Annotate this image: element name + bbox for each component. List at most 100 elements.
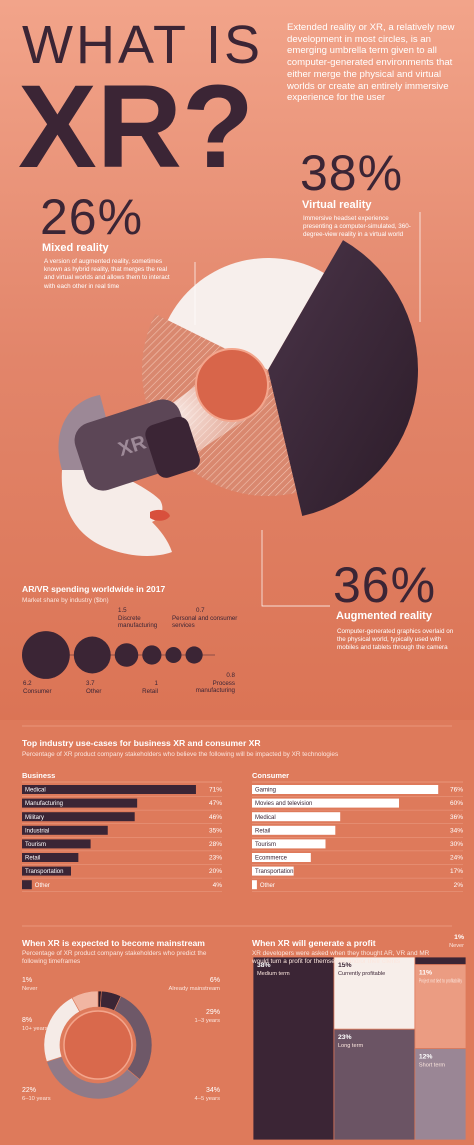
bar-label: Other (35, 883, 50, 889)
bar-label: Tourism (255, 842, 276, 848)
bar (22, 880, 32, 890)
bubble (185, 646, 203, 664)
donut-segment (71, 990, 99, 1013)
bar-value: 2% (454, 882, 464, 889)
bar-label: Manufacturing (25, 801, 63, 807)
bar (22, 825, 108, 835)
cell-label: Currently profitable (338, 971, 385, 977)
cell-value: 1% (454, 934, 464, 941)
bar-label: Retail (25, 856, 40, 862)
bar (22, 785, 196, 794)
bar (252, 798, 399, 808)
segment-label: Already mainstream (168, 986, 220, 992)
section-title: When XR will generate a profit (252, 938, 376, 948)
bar-value: 17% (450, 868, 463, 875)
connector-line (261, 530, 330, 607)
bubble-value: 0.7 (196, 607, 205, 614)
cell-value: 23% (338, 1034, 352, 1041)
pie-wedge (268, 240, 419, 517)
cell-value: 38% (257, 962, 271, 969)
bubble (165, 646, 182, 664)
section-subtitle: Market share by industry ($bn) (22, 597, 109, 604)
bubble-value: 3.7 (86, 680, 95, 687)
bubble (114, 643, 139, 667)
bar (22, 798, 138, 808)
lips (150, 509, 170, 521)
pie-wedge (167, 258, 324, 370)
bubble (142, 645, 162, 665)
cell-label: Long term (338, 1043, 364, 1049)
bubble-label: Discrete manufacturing (118, 615, 158, 630)
segment-label: 6–10 years (22, 1096, 51, 1102)
spending-chart (22, 631, 215, 679)
bar-value: 47% (209, 800, 222, 807)
share-label: 26% (40, 189, 144, 245)
bar-label: Retail (255, 828, 270, 834)
segment-value: 8% (22, 1017, 32, 1024)
bar (22, 812, 135, 822)
bar (252, 866, 294, 876)
bar (252, 880, 257, 890)
segment-value: 6% (210, 977, 220, 984)
bar-label: Other (260, 883, 275, 889)
bar-value: 20% (209, 868, 222, 875)
segment-label: 1–3 years (195, 1018, 221, 1024)
bar (22, 853, 79, 862)
bar-label: Industrial (25, 828, 49, 834)
bubble-value: 1 (154, 680, 158, 687)
bar-value: 71% (209, 787, 222, 794)
segment-value: 34% (206, 1087, 220, 1094)
bar-value: 34% (450, 827, 463, 834)
share-label: 36% (333, 557, 437, 613)
bar-value: 36% (450, 814, 463, 821)
cell-label: Project not tied to profitability (419, 979, 462, 985)
lens-ring (195, 348, 269, 422)
bar-label: Movies and television (255, 801, 312, 807)
reality-description: Immersive headset experience presenting … (303, 215, 411, 239)
section-subtitle: Percentage of XR product company stakeho… (22, 950, 207, 966)
cell-value: 15% (338, 962, 352, 969)
cell-label: Never (449, 943, 464, 949)
treemap-cell (333, 956, 416, 1030)
face (61, 470, 172, 556)
bubble (22, 631, 70, 679)
intro-text: Extended reality or XR, a relatively new… (287, 22, 455, 104)
bubble (73, 636, 111, 674)
treemap-cell (414, 1048, 467, 1141)
bar-value: 35% (209, 827, 222, 834)
bubble-label: Process manufacturing (195, 680, 235, 695)
treemap-cell (252, 956, 335, 1141)
bar-label: Gaming (255, 788, 276, 794)
segment-label: Never (22, 986, 38, 992)
section-title: When XR is expected to become mainstream (22, 938, 205, 948)
share-label: 38% (300, 145, 404, 201)
bar-label: Ecommerce (255, 856, 288, 862)
bubble-label: Personal and consumer services (172, 615, 238, 630)
bubble-label: Consumer (23, 688, 52, 695)
bar (22, 866, 71, 876)
reality-name: Augmented reality (336, 610, 432, 622)
bar-value: 4% (213, 882, 223, 889)
cell-label: Short term (419, 1063, 445, 1069)
segment-value: 29% (206, 1009, 220, 1016)
section-title: Top industry use-cases for business XR a… (22, 738, 261, 748)
reality-description: A version of augmented reality, sometime… (44, 258, 170, 290)
bubble-label: Other (86, 688, 102, 695)
reality-name: Mixed reality (42, 242, 109, 254)
reality-name: Virtual reality (302, 199, 372, 211)
treemap-cell (333, 1028, 416, 1141)
bar (252, 839, 326, 849)
group-heading: Consumer (252, 771, 290, 780)
segment-value: 22% (22, 1087, 36, 1094)
bar-label: Medical (25, 788, 46, 794)
bubble-value: 0.8 (226, 672, 235, 679)
bar-label: Transportation (25, 869, 63, 875)
bar-value: 24% (450, 855, 463, 862)
bar-value: 46% (209, 814, 222, 821)
segment-label: 10+ years (22, 1026, 48, 1032)
title-line1: WHAT IS (22, 15, 264, 75)
title-line2: XR? (18, 61, 254, 193)
cell-label: Medium term (257, 971, 290, 977)
